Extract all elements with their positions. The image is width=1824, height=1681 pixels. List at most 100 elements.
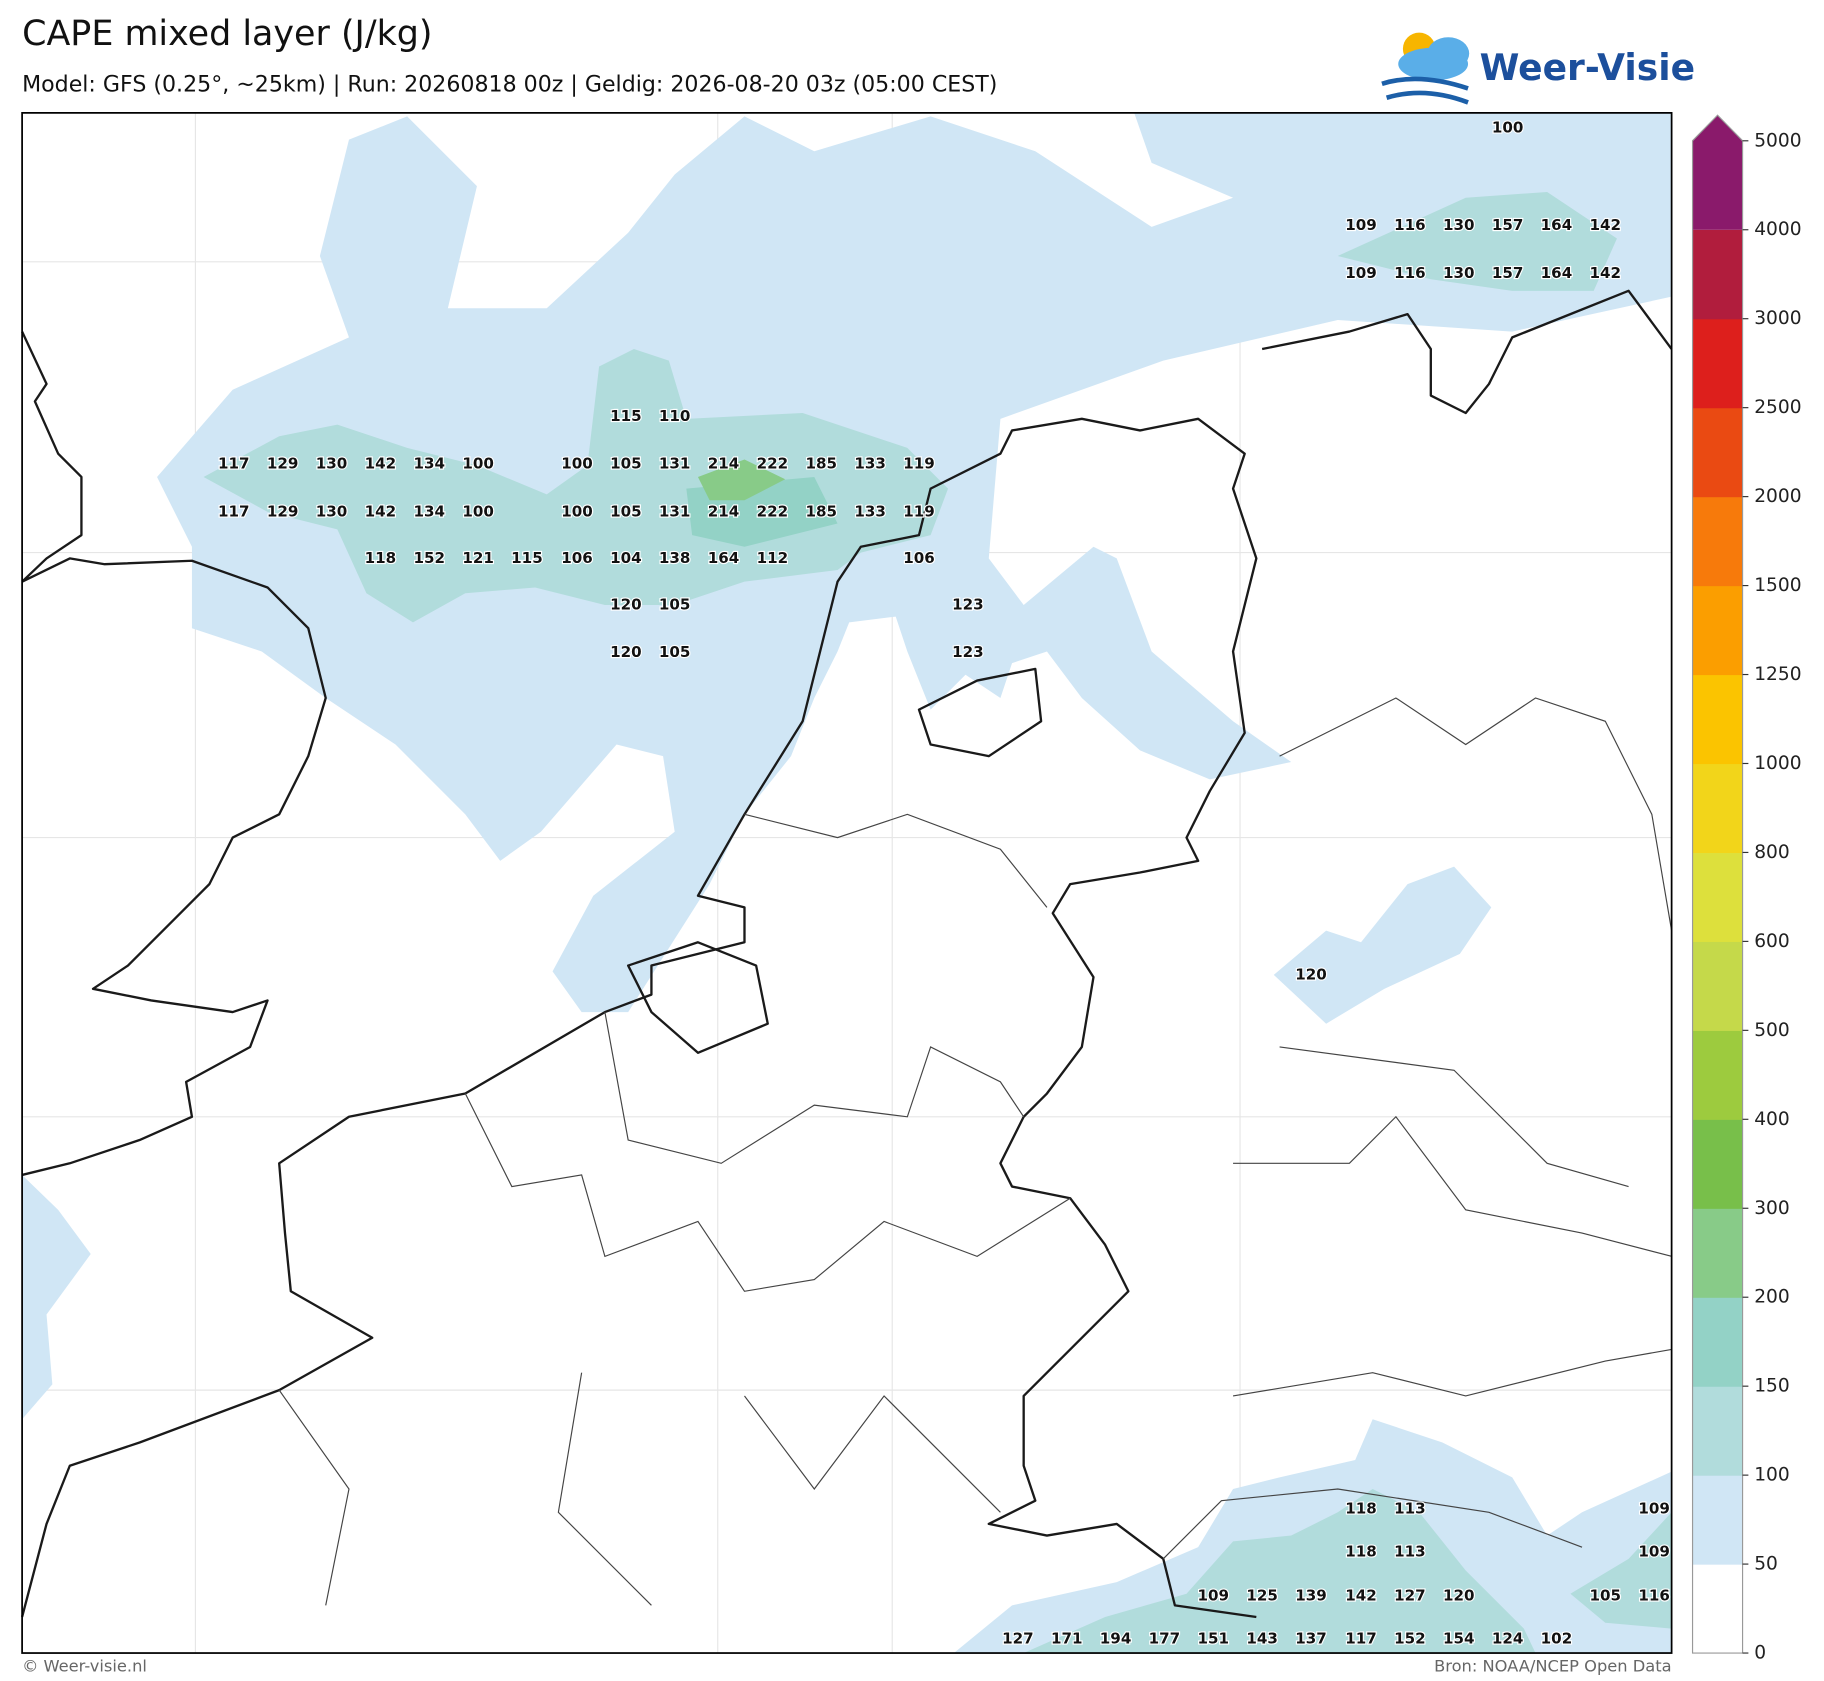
colorbar-extend (1692, 115, 1743, 230)
value-label: 164 (708, 549, 740, 567)
value-label: 130 (1443, 216, 1475, 234)
value-label: 116 (1638, 1587, 1670, 1605)
colorbar-segment (1692, 1030, 1743, 1120)
colorbar-tick-label: 600 (1754, 931, 1790, 952)
value-label: 131 (659, 455, 691, 473)
value-label: 110 (659, 407, 691, 425)
value-label: 109 (1198, 1587, 1230, 1605)
logo: Weer-Visie (1381, 32, 1695, 105)
colorbar-segment (1692, 674, 1743, 765)
value-label: 164 (1541, 216, 1573, 234)
value-label: 137 (1295, 1630, 1327, 1648)
value-label: 109 (1638, 1499, 1670, 1517)
colorbar-tick-label: 0 (1754, 1643, 1766, 1664)
coastline (21, 331, 327, 1177)
colorbar-tick-label: 200 (1754, 1287, 1790, 1308)
coastline (20, 417, 1258, 1619)
colorbar-segment (1692, 1475, 1743, 1565)
value-label: 105 (1590, 1587, 1622, 1605)
colorbar-tick-label: 100 (1754, 1465, 1790, 1486)
value-label: 133 (854, 455, 886, 473)
cape-area (22, 1174, 91, 1420)
coastline (627, 941, 769, 1054)
title: CAPE mixed layer (J/kg) (22, 14, 432, 54)
colorbar-segment (1692, 1119, 1743, 1209)
value-label: 106 (903, 549, 935, 567)
subtitle: Model: GFS (0.25°, ~25km) | Run: 2026081… (22, 71, 997, 97)
colorbar-tick-label: 50 (1754, 1554, 1778, 1575)
value-label: 133 (854, 502, 886, 520)
value-label: 142 (1590, 264, 1622, 282)
value-label: 127 (1002, 1630, 1034, 1648)
map: 100 109 116 130 157 164 142 109 116 130 157 164 142 1… (20, 112, 1673, 1654)
value-label: 109 (1345, 264, 1377, 282)
cape-area (157, 112, 1672, 1013)
value-label: 120 (1295, 965, 1327, 983)
colorbar-tick-label: 1500 (1754, 575, 1801, 596)
colorbar-tick-label: 1250 (1754, 664, 1801, 685)
value-label: 102 (1541, 1630, 1573, 1648)
value-label: 118 (1345, 1499, 1377, 1517)
value-label: 118 (365, 549, 397, 567)
value-label: 117 (218, 455, 250, 473)
value-label: 105 (659, 643, 691, 661)
value-label: 157 (1492, 216, 1524, 234)
colorbar-segment (1692, 763, 1743, 854)
cape-area (1023, 1489, 1536, 1654)
value-label: 154 (1443, 1630, 1475, 1648)
value-label: 117 (1345, 1630, 1377, 1648)
colorbar-tick-label: 2500 (1754, 397, 1801, 418)
value-label: 138 (659, 549, 691, 567)
colorbar-tick-label: 150 (1754, 1376, 1790, 1397)
value-label: 134 (413, 455, 445, 473)
cape-area (203, 349, 949, 623)
value-label: 105 (610, 455, 642, 473)
value-label: 142 (1590, 216, 1622, 234)
value-label: 109 (1345, 216, 1377, 234)
value-label: 116 (1394, 264, 1426, 282)
coastline (1261, 289, 1673, 415)
colorbar-tick-label: 400 (1754, 1109, 1790, 1130)
colorbar-segment (1692, 852, 1743, 942)
value-label: 104 (610, 549, 642, 567)
cape-area (697, 459, 786, 501)
value-label: 100 (462, 455, 494, 473)
logo-text: Weer-Visie (1480, 47, 1695, 89)
colorbar-tick-label: 3000 (1754, 308, 1801, 329)
value-label: 143 (1246, 1630, 1278, 1648)
value-label: 185 (805, 502, 837, 520)
colorbar-tick-label: 5000 (1754, 130, 1801, 151)
cape-area (1273, 866, 1492, 1024)
value-label: 214 (708, 455, 740, 473)
colorbar-segment (1692, 585, 1743, 676)
value-label: 151 (1198, 1630, 1230, 1648)
value-label: 194 (1100, 1630, 1132, 1648)
value-label: 115 (610, 407, 642, 425)
coastline (917, 667, 1043, 758)
colorbar-segment (1692, 1297, 1743, 1387)
value-label: 112 (757, 549, 789, 567)
value-label: 100 (561, 502, 593, 520)
colorbar-tick-label: 500 (1754, 1020, 1790, 1041)
value-label: 117 (218, 502, 250, 520)
value-label: 113 (1394, 1542, 1426, 1560)
value-label: 152 (413, 549, 445, 567)
value-label: 130 (316, 502, 348, 520)
footer-left: © Weer-visie.nl (22, 1657, 147, 1676)
cape-area (1337, 191, 1617, 291)
value-label: 131 (659, 502, 691, 520)
value-label: 142 (365, 502, 397, 520)
colorbar-outline (1691, 114, 1744, 1654)
value-label: 222 (757, 502, 789, 520)
value-label: 185 (805, 455, 837, 473)
colorbar-segment (1692, 941, 1743, 1031)
colorbar-tick-label: 300 (1754, 1198, 1790, 1219)
value-label: 127 (1394, 1587, 1426, 1605)
value-label: 129 (267, 455, 299, 473)
colorbar-segment (1692, 229, 1743, 320)
value-label: 177 (1149, 1630, 1181, 1648)
value-label: 113 (1394, 1499, 1426, 1517)
value-label: 121 (462, 549, 494, 567)
colorbar-tick-label: 800 (1754, 842, 1790, 863)
